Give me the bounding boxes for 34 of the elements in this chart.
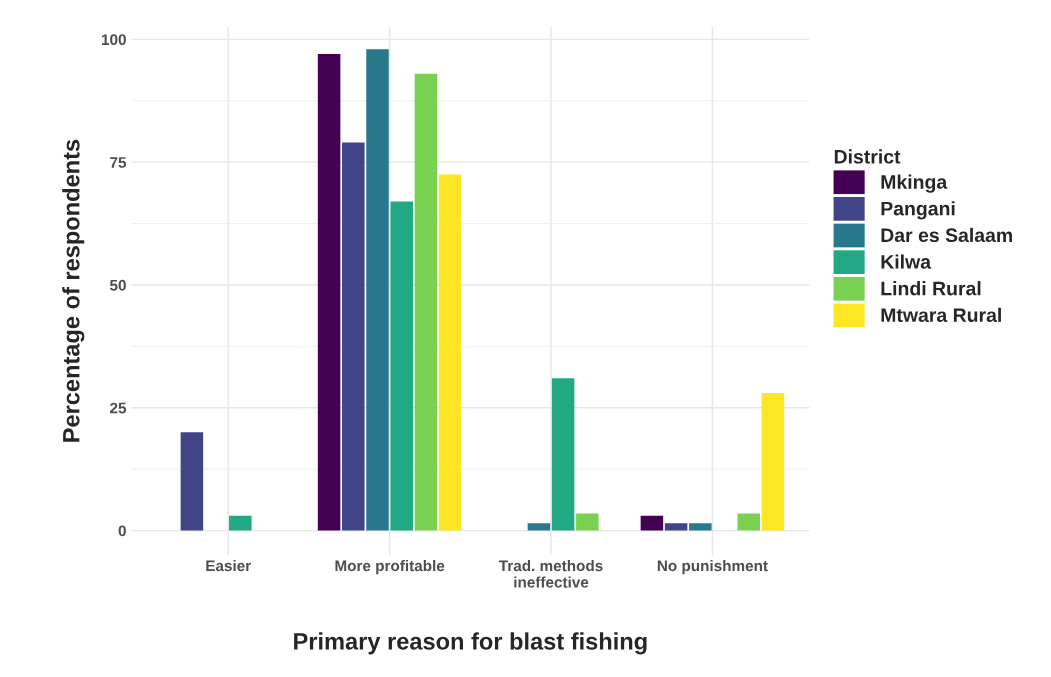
bar: [342, 142, 365, 531]
bar: [229, 515, 252, 531]
x-tick-label: More profitable: [335, 560, 445, 575]
x-tick-label: No punishment: [657, 560, 768, 575]
legend-title: District: [834, 149, 901, 164]
bar: [761, 393, 785, 531]
legend-label: Mkinga: [881, 174, 948, 193]
y-axis-title: Percentage of respondents: [62, 139, 85, 442]
y-tick-label: 25: [110, 402, 127, 414]
legend-label: Kilwa: [881, 254, 932, 269]
bar: [551, 378, 575, 531]
bar: [576, 513, 599, 531]
legend-label: Dar es Salaam: [881, 227, 1012, 243]
y-tick-label: 75: [110, 157, 127, 168]
x-axis-title: Primary reason for blast fishing: [294, 632, 647, 655]
bar: [438, 174, 462, 531]
x-tick-label: Easier: [206, 560, 251, 572]
bar: [180, 432, 204, 531]
bar: [664, 523, 688, 531]
bar: [737, 513, 760, 531]
y-tick-label: 0: [118, 525, 126, 537]
bar: [390, 201, 413, 531]
legend-label: Mtwara Rural: [881, 307, 1001, 323]
bar: [527, 523, 551, 531]
bar: [414, 73, 438, 531]
y-tick-label: 50: [109, 279, 126, 291]
bar: [317, 54, 341, 531]
legend-label: Pangani: [881, 201, 955, 220]
y-tick-label: 100: [101, 34, 126, 46]
x-tick-label: Trad. methods ineffective: [498, 560, 603, 588]
legend-label: Lindi Rural: [881, 281, 981, 296]
bar: [689, 523, 712, 531]
bar: [366, 49, 389, 531]
bar: [640, 515, 664, 531]
